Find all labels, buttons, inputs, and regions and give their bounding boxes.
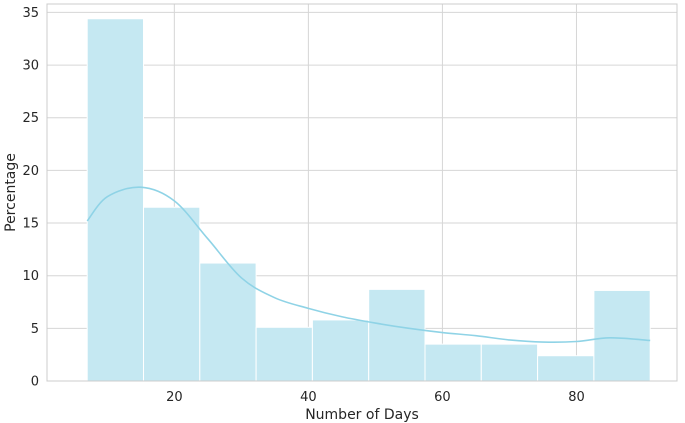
histogram-bar bbox=[86, 18, 145, 382]
histogram-bar bbox=[368, 288, 426, 382]
y-tick-label: 10 bbox=[22, 269, 39, 284]
x-tick-label: 80 bbox=[568, 390, 585, 405]
y-tick-label: 15 bbox=[22, 217, 39, 232]
kde-curve bbox=[86, 186, 651, 343]
histogram-bar bbox=[593, 289, 651, 382]
x-tick-label: 20 bbox=[166, 390, 183, 405]
y-axis-label: Percentage bbox=[3, 153, 19, 232]
y-tick-label: 35 bbox=[22, 6, 39, 21]
y-tick-label: 30 bbox=[22, 59, 39, 74]
y-tick-label: 5 bbox=[31, 322, 39, 337]
y-tick-labels: 0 5 10 15 20 25 30 35 bbox=[22, 6, 39, 390]
x-tick-label: 60 bbox=[434, 390, 451, 405]
histogram-bar bbox=[199, 262, 257, 382]
y-tick-label: 0 bbox=[31, 375, 39, 390]
x-axis-label: Number of Days bbox=[305, 407, 419, 423]
histogram-bar bbox=[311, 319, 370, 382]
plot-frame bbox=[46, 3, 678, 382]
x-tick-labels: 20 40 60 80 bbox=[166, 390, 585, 405]
histogram-bar bbox=[255, 326, 313, 382]
x-tick-label: 40 bbox=[300, 390, 317, 405]
histogram-bar bbox=[143, 206, 201, 382]
histogram-bar bbox=[480, 343, 539, 382]
y-tick-label: 25 bbox=[22, 111, 39, 126]
histogram-bar bbox=[537, 355, 595, 382]
y-tick-label: 20 bbox=[22, 164, 39, 179]
histogram-bar bbox=[424, 343, 482, 382]
